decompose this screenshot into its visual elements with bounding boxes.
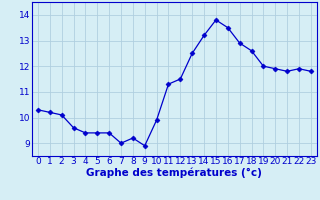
X-axis label: Graphe des températures (°c): Graphe des températures (°c) xyxy=(86,168,262,178)
